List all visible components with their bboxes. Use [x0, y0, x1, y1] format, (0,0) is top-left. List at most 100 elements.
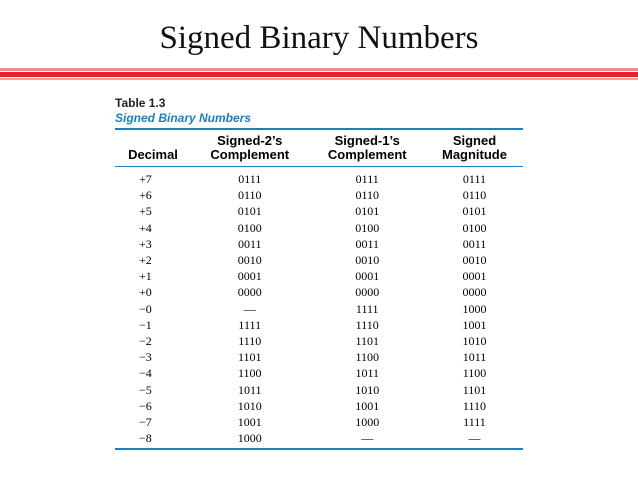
cell-signed-twos: 0001: [237, 269, 262, 284]
table-row: −7 1001 1000 1111: [115, 414, 523, 430]
cell-signed-twos: 0110: [237, 188, 262, 203]
title-divider: [0, 68, 638, 82]
cell-decimal: +3: [139, 236, 152, 251]
cell-signed-twos: 1110: [238, 334, 262, 349]
cell-signed-twos: 0101: [237, 204, 262, 219]
cell-signed-magnitude: 0100: [462, 220, 487, 235]
cell-decimal: −1: [139, 317, 152, 332]
signed-binary-table: Decimal Signed-2’s Complement Signed-1’s…: [115, 128, 523, 451]
header-decimal-label: Decimal: [128, 147, 178, 162]
cell-signed-magnitude: 0110: [462, 188, 487, 203]
cell-decimal: −8: [115, 430, 191, 451]
cell-signed-ones: 1011: [355, 366, 379, 381]
cell-signed-magnitude: 1000: [462, 301, 487, 316]
cell-signed-magnitude: 1101: [462, 382, 487, 397]
cell-signed-twos: 0010: [237, 253, 262, 268]
table-row: +3 0011 0011 0011: [115, 236, 523, 252]
cell-signed-twos: 0011: [237, 236, 262, 251]
divider-line-bottom: [0, 78, 638, 80]
table-row: −6 1010 1001 1110: [115, 398, 523, 414]
cell-signed-twos: 1101: [237, 350, 262, 365]
cell-signed-twos: 0100: [237, 220, 262, 235]
table-row: +7 0111 0111 0111: [115, 167, 523, 188]
table-row: +2 0010 0010 0010: [115, 252, 523, 268]
table-row: −3 1101 1100 1011: [115, 349, 523, 365]
cell-signed-ones: 0001: [355, 269, 380, 284]
cell-signed-ones: 0111: [355, 172, 379, 186]
cell-signed-twos: 0000: [237, 285, 262, 300]
cell-signed-magnitude: 1010: [462, 334, 487, 349]
cell-signed-twos: 1000: [191, 430, 309, 451]
header-signed-ones: Signed-1’s Complement: [308, 128, 426, 167]
cell-signed-ones: 0110: [355, 188, 379, 203]
cell-signed-magnitude: 0011: [462, 236, 487, 251]
cell-signed-ones: 0100: [355, 220, 380, 235]
header-signed-twos: Signed-2’s Complement: [191, 128, 309, 167]
header-signed-ones-line2: Complement: [327, 147, 407, 162]
table-row: +6 0110 0110 0110: [115, 187, 523, 203]
table-row: −1 1111 1110 1001: [115, 317, 523, 333]
cell-decimal: +2: [139, 253, 152, 268]
cell-signed-ones: 0101: [355, 204, 380, 219]
cell-signed-twos: 1011: [237, 382, 262, 397]
cell-signed-twos: 1100: [237, 366, 262, 381]
cell-signed-ones: 1001: [355, 398, 380, 413]
cell-signed-twos: 1010: [237, 398, 262, 413]
cell-signed-magnitude: 1111: [463, 415, 486, 430]
cell-signed-ones: 1111: [355, 301, 379, 316]
cell-decimal: −4: [139, 366, 152, 381]
cell-signed-magnitude: 0010: [462, 253, 487, 268]
table-row: −8 1000 — —: [115, 430, 523, 451]
cell-signed-ones: 0010: [355, 253, 380, 268]
cell-signed-twos: 0111: [238, 172, 262, 186]
cell-signed-ones: 1010: [355, 382, 380, 397]
cell-signed-twos: —: [243, 301, 256, 316]
header-signed-magnitude-line2: Magnitude: [441, 147, 507, 162]
cell-signed-ones: 1110: [355, 317, 379, 332]
cell-signed-magnitude: 1100: [462, 366, 487, 381]
cell-decimal: −7: [139, 415, 152, 430]
table-row: +4 0100 0100 0100: [115, 220, 523, 236]
cell-signed-magnitude: 1110: [462, 398, 487, 413]
cell-decimal: −0: [139, 301, 152, 316]
table-caption-number: Table 1.3: [115, 96, 166, 110]
header-signed-magnitude: Signed Magnitude: [425, 128, 523, 167]
header-signed-magnitude-line1: Signed: [452, 133, 497, 148]
cell-signed-ones: —: [308, 430, 426, 451]
cell-decimal: +4: [139, 220, 152, 235]
table-row: −4 1100 1011 1100: [115, 365, 523, 381]
cell-signed-ones: 1100: [355, 350, 379, 365]
signed-binary-table-block: Table 1.3 Signed Binary Numbers Decimal …: [115, 96, 523, 451]
table-row: +1 0001 0001 0001: [115, 268, 523, 284]
header-decimal: Decimal: [115, 128, 191, 167]
cell-decimal: −5: [139, 382, 152, 397]
cell-signed-magnitude: 0000: [462, 285, 487, 300]
table-row: −2 1110 1101 1010: [115, 333, 523, 349]
divider-line-top: [0, 68, 638, 71]
header-signed-twos-line2: Complement: [210, 147, 290, 162]
cell-signed-magnitude: 1011: [462, 350, 487, 365]
cell-signed-magnitude: —: [425, 430, 523, 451]
divider-line-main: [0, 72, 638, 77]
table-row: +5 0101 0101 0101: [115, 203, 523, 219]
table-caption-title: Signed Binary Numbers: [115, 111, 252, 125]
cell-decimal: −6: [139, 398, 152, 413]
cell-signed-magnitude: 0111: [462, 172, 487, 186]
cell-signed-ones: 1000: [355, 415, 380, 430]
cell-decimal: −2: [139, 334, 152, 349]
cell-signed-magnitude: 0101: [462, 204, 487, 219]
cell-signed-magnitude: 1001: [462, 317, 487, 332]
table-header-row: Decimal Signed-2’s Complement Signed-1’s…: [115, 128, 523, 167]
table-row: −0 — 1111 1000: [115, 301, 523, 317]
cell-decimal: −3: [139, 350, 152, 365]
cell-signed-ones: 1101: [355, 334, 379, 349]
cell-signed-magnitude: 0001: [462, 269, 487, 284]
cell-signed-twos: 1001: [237, 415, 262, 430]
table-body: +7 0111 0111 0111 +6 0110 0110 0110 +5 0…: [115, 167, 523, 451]
cell-decimal: +1: [139, 269, 152, 284]
slide-title: Signed Binary Numbers: [159, 20, 479, 56]
cell-decimal: +7: [139, 172, 152, 186]
cell-decimal: +6: [139, 188, 152, 203]
cell-signed-ones: 0011: [355, 236, 379, 251]
cell-signed-ones: 0000: [355, 285, 380, 300]
